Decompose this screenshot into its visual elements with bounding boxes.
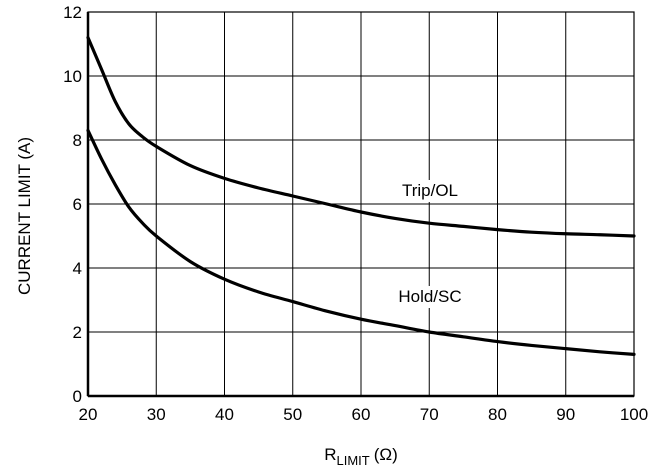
labels: 20 30 40 50 60 70 80 90 100 0 2 4 6 8 10 12 Trip/OL Hold/… <box>63 3 648 424</box>
axes <box>86 11 635 398</box>
series-label-bg-hold-sc <box>388 286 472 308</box>
y-tick-label-12: 12 <box>63 3 82 22</box>
x-axis-title: RLIMIT (Ω) <box>324 445 398 468</box>
grid <box>88 12 634 396</box>
y-axis-title: CURRENT LIMIT (A) <box>15 137 34 295</box>
x-tick-label-80: 80 <box>488 405 507 424</box>
series-line-trip-ol <box>86 36 636 238</box>
x-tick-label-30: 30 <box>147 405 166 424</box>
x-axis-title-main: R <box>324 445 336 464</box>
y-tick-label-8: 8 <box>73 131 82 150</box>
y-tick-label-4: 4 <box>73 259 82 278</box>
series-line-hold-sc <box>86 128 636 356</box>
series-label-bg-trip-ol <box>388 180 472 202</box>
x-tick-label-90: 90 <box>556 405 575 424</box>
y-tick-label-2: 2 <box>73 323 82 342</box>
x-tick-label-70: 70 <box>420 405 439 424</box>
y-tick-label-10: 10 <box>63 67 82 86</box>
series-lines <box>86 36 636 356</box>
x-tick-label-50: 50 <box>283 405 302 424</box>
y-tick-label-0: 0 <box>73 387 82 406</box>
x-tick-label-40: 40 <box>215 405 234 424</box>
series-label-hold-sc: Hold/SC <box>398 287 461 306</box>
x-tick-label-60: 60 <box>352 405 371 424</box>
x-tick-label-20: 20 <box>79 405 98 424</box>
x-tick-label-100: 100 <box>620 405 648 424</box>
series-label-trip-ol: Trip/OL <box>402 181 458 200</box>
x-axis-title-subscript: LIMIT <box>337 453 370 468</box>
x-axis-title-unit: (Ω) <box>374 445 398 464</box>
y-tick-label-6: 6 <box>73 195 82 214</box>
